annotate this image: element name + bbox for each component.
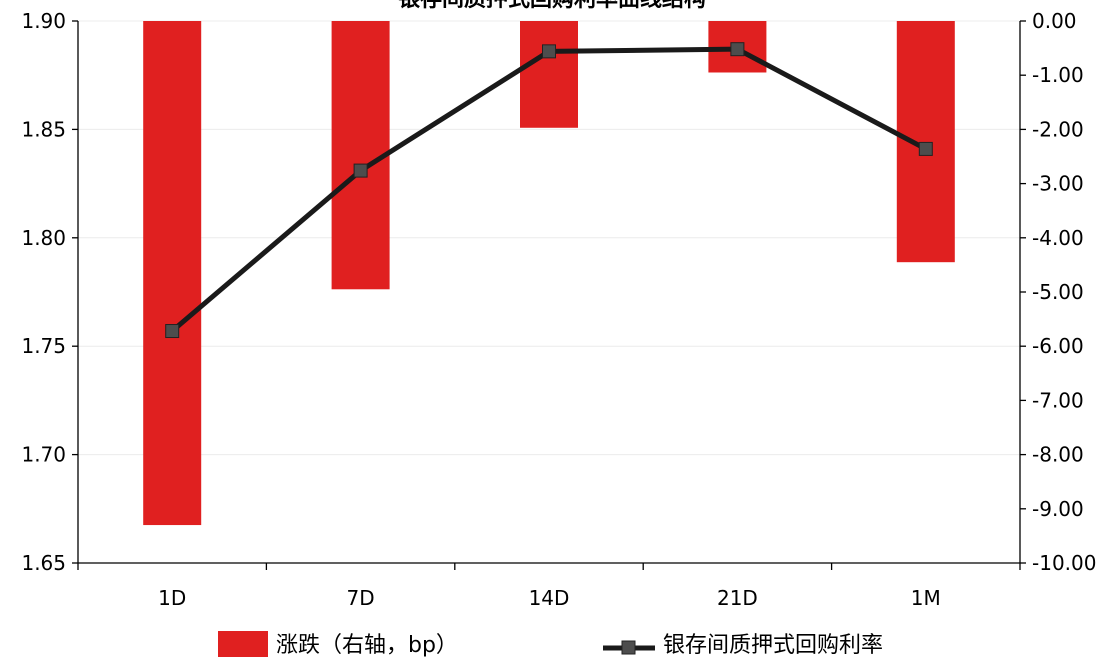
y-right-tick-label: -1.00 <box>1032 63 1084 87</box>
series-point <box>730 42 745 57</box>
series-point <box>542 44 556 59</box>
y-right-tick-label: 0.00 <box>1032 9 1077 33</box>
chart-title: 银存间质押式回购利率曲线结构 <box>398 0 706 12</box>
x-tick-label: 21D <box>717 586 758 610</box>
y-right-tick-label: -2.00 <box>1032 117 1084 141</box>
axes: 1.65 1.70 1.75 1.80 1.85 1.90 0.00 -1.00 -2.00 -3… <box>21 9 1096 610</box>
bar <box>331 21 390 290</box>
bar <box>143 21 202 526</box>
legend: 涨跌（右轴，bp） 银存间质押式回购利率 <box>218 631 883 658</box>
y-left-tick-label: 1.90 <box>21 9 66 33</box>
x-tick-label: 1M <box>911 586 941 610</box>
legend-bar-swatch <box>218 631 268 657</box>
y-right-tick-label: -6.00 <box>1032 334 1084 358</box>
y-left-tick-label: 1.80 <box>21 226 66 250</box>
x-tick-label: 7D <box>347 586 375 610</box>
y-left-tick-label: 1.70 <box>21 443 66 467</box>
y-right-tick-label: -4.00 <box>1032 226 1084 250</box>
x-tick-label: 14D <box>529 586 570 610</box>
y-left-tick-label: 1.65 <box>21 551 66 575</box>
line-series <box>165 42 933 339</box>
y-left-tick-label: 1.75 <box>21 334 66 358</box>
series-point <box>918 141 933 156</box>
y-right-tick-label: -10.00 <box>1032 551 1096 575</box>
bar <box>520 21 578 128</box>
y-right-tick-label: -3.00 <box>1032 172 1084 196</box>
y-left-tick-label: 1.85 <box>21 117 66 141</box>
y-right-tick-label: -5.00 <box>1032 280 1084 304</box>
x-tick-label: 1D <box>158 586 186 610</box>
y-right-tick-label: -7.00 <box>1032 388 1084 412</box>
legend-bar-label: 涨跌（右轴，bp） <box>276 633 458 658</box>
y-right-tick-label: -8.00 <box>1032 443 1084 467</box>
legend-line-label: 银存间质押式回购利率 <box>663 633 883 658</box>
legend-line-marker <box>621 640 636 655</box>
bar <box>896 21 955 263</box>
y-right-tick-label: -9.00 <box>1032 497 1084 521</box>
series-point <box>353 163 368 178</box>
bars <box>143 21 955 526</box>
series-point <box>165 324 180 339</box>
